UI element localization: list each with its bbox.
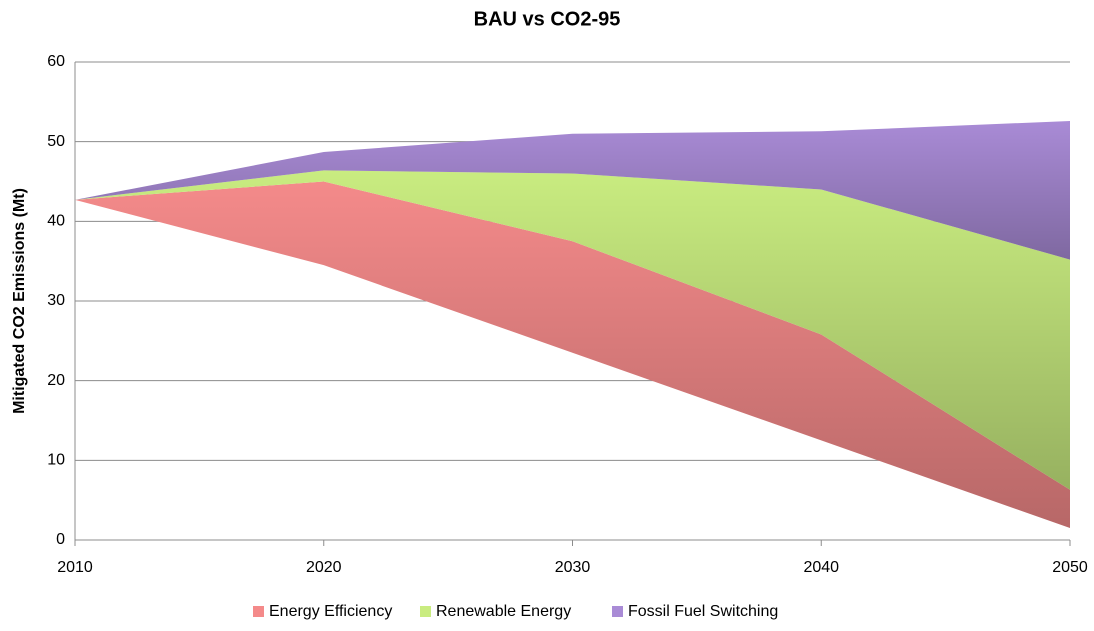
- x-tick-label: 2020: [306, 559, 342, 576]
- y-tick-label: 30: [47, 292, 65, 309]
- legend-swatch: [612, 606, 623, 617]
- y-axis-label: Mitigated CO2 Emissions (Mt): [11, 188, 28, 414]
- area-shade: [75, 181, 1070, 529]
- x-tick-label: 2030: [555, 559, 591, 576]
- legend-label: Fossil Fuel Switching: [628, 603, 778, 620]
- legend-swatch: [253, 606, 264, 617]
- y-tick-label: 0: [56, 531, 65, 548]
- x-tick-label: 2040: [803, 559, 839, 576]
- y-tick-label: 40: [47, 213, 65, 230]
- legend-label: Energy Efficiency: [269, 603, 392, 620]
- y-tick-label: 60: [47, 53, 65, 70]
- y-tick-label: 20: [47, 372, 65, 389]
- x-tick-label: 2050: [1052, 559, 1088, 576]
- chart-title: BAU vs CO2-95: [474, 8, 621, 30]
- y-tick-label: 50: [47, 133, 65, 150]
- area-shade: [75, 120, 1070, 260]
- legend-label: Renewable Energy: [436, 603, 571, 620]
- x-tick-label: 2010: [57, 559, 93, 576]
- legend-swatch: [420, 606, 431, 617]
- y-tick-label: 10: [47, 452, 65, 469]
- area-shade: [75, 170, 1070, 490]
